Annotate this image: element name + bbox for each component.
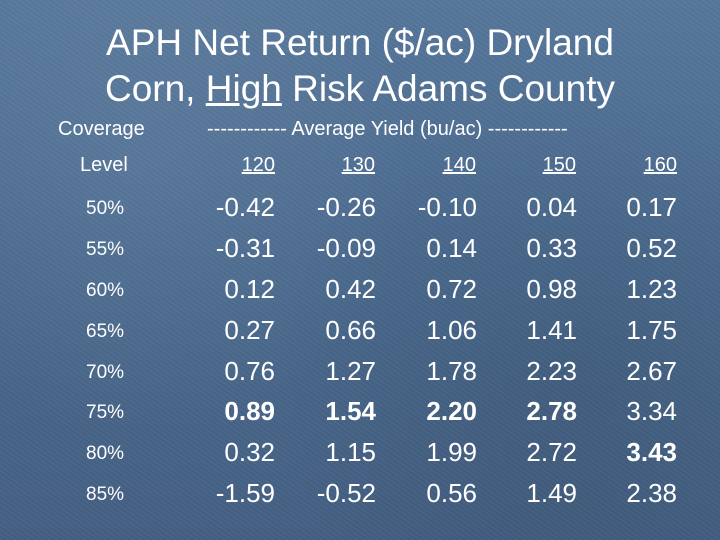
- coverage-level-label: 60%: [86, 280, 125, 301]
- net-return-cell: 1.54: [325, 396, 376, 426]
- net-return-cell: 0.76: [224, 356, 275, 386]
- net-return-cell: -0.26: [316, 192, 376, 222]
- net-return-cell: 0.12: [224, 274, 275, 304]
- net-return-cell: -0.09: [316, 233, 376, 263]
- net-return-cell: 2.67: [626, 356, 677, 386]
- coverage-level-label: 70%: [86, 362, 125, 383]
- title-line-1: APH Net Return ($/ac) Dryland: [106, 22, 614, 63]
- coverage-level-label: 80%: [86, 443, 125, 464]
- average-yield-header: ------------ Average Yield (bu/ac) -----…: [207, 118, 568, 140]
- net-return-cell: 2.78: [526, 396, 577, 426]
- coverage-level-label: 50%: [86, 198, 125, 219]
- title-line-2-suffix: Risk Adams County: [281, 68, 615, 109]
- net-return-cell: 1.27: [325, 356, 376, 386]
- net-return-cell: -0.42: [215, 192, 275, 222]
- yield-column-header: 160: [643, 154, 677, 176]
- net-return-cell: 1.99: [426, 437, 477, 467]
- net-return-cell: 2.72: [526, 437, 577, 467]
- yield-column-header: 130: [341, 154, 375, 176]
- yield-column-header: 120: [241, 154, 275, 176]
- title-line-2: Corn, High Risk Adams County: [0, 66, 720, 112]
- net-return-cell: 1.15: [325, 437, 376, 467]
- net-return-cell: 1.75: [626, 315, 677, 345]
- yield-column-header: 150: [542, 154, 576, 176]
- level-header: Level: [80, 154, 128, 176]
- net-return-cell: 0.14: [426, 233, 477, 263]
- slide-title: APH Net Return ($/ac) Dryland Corn, High…: [0, 20, 720, 112]
- net-return-cell: 2.38: [626, 478, 677, 508]
- coverage-level-label: 55%: [86, 239, 125, 260]
- net-return-cell: 0.32: [224, 437, 275, 467]
- net-return-cell: -1.59: [215, 478, 275, 508]
- net-return-cell: 0.42: [325, 274, 376, 304]
- net-return-cell: 0.33: [526, 233, 577, 263]
- net-return-cell: -0.10: [417, 192, 477, 222]
- net-return-cell: 0.52: [626, 233, 677, 263]
- title-line-2-prefix: Corn,: [104, 68, 206, 109]
- net-return-cell: 2.20: [426, 396, 477, 426]
- net-return-cell: 0.27: [224, 315, 275, 345]
- net-return-cell: 0.72: [426, 274, 477, 304]
- net-return-cell: 1.49: [526, 478, 577, 508]
- net-return-cell: 0.89: [224, 396, 275, 426]
- net-return-cell: 0.04: [526, 192, 577, 222]
- coverage-level-label: 65%: [86, 321, 125, 342]
- net-return-cell: 0.98: [526, 274, 577, 304]
- net-return-cell: 1.06: [426, 315, 477, 345]
- title-emphasis-high: High: [205, 68, 282, 109]
- coverage-level-label: 85%: [86, 484, 125, 505]
- net-return-cell: 0.17: [626, 192, 677, 222]
- net-return-cell: -0.31: [215, 233, 275, 263]
- net-return-cell: 1.41: [526, 315, 577, 345]
- coverage-level-label: 75%: [86, 402, 125, 423]
- net-return-cell: 3.34: [626, 396, 677, 426]
- net-return-cell: 1.78: [426, 356, 477, 386]
- net-return-cell: 0.66: [325, 315, 376, 345]
- coverage-header: Coverage: [58, 118, 145, 140]
- net-return-cell: 1.23: [626, 274, 677, 304]
- net-return-cell: 0.56: [426, 478, 477, 508]
- net-return-cell: -0.52: [316, 478, 376, 508]
- net-return-cell: 3.43: [626, 437, 677, 467]
- net-return-cell: 2.23: [526, 356, 577, 386]
- yield-column-header: 140: [442, 154, 476, 176]
